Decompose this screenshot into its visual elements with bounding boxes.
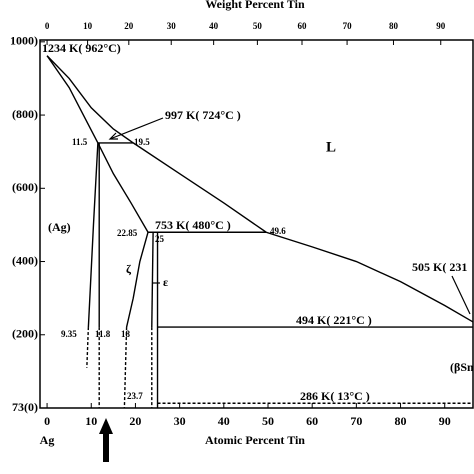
x2-tick-label: 0 (45, 21, 50, 31)
phase-boundary (46, 55, 474, 323)
x-tick-label: 30 (174, 414, 186, 428)
x-tick-label: 70 (350, 414, 362, 428)
annotation: 11.8 (95, 329, 111, 339)
annotation: 11.5 (72, 137, 88, 147)
y-tick-label: 73(0) (12, 400, 38, 414)
x2-tick-label: 30 (167, 21, 177, 31)
marker-arrow (99, 418, 113, 462)
phase-boundary (151, 232, 154, 328)
annotation: 9.35 (61, 329, 77, 339)
annotation: (Ag) (48, 220, 71, 234)
arrow-head (108, 132, 118, 140)
x2-tick-label: 60 (298, 21, 308, 31)
x2-tick-label: 90 (436, 21, 446, 31)
x2-tick-label: 50 (253, 21, 263, 31)
x2-tick-label: 40 (209, 21, 219, 31)
annotation: 22.85 (117, 228, 138, 238)
plot-frame (39, 39, 474, 409)
annotation: ε (163, 275, 168, 289)
phase-boundary (123, 327, 128, 409)
y-tick-label: (400) (12, 253, 38, 267)
x-axis-title: Atomic Percent Tin (205, 433, 305, 447)
x2-tick-label: 80 (389, 21, 399, 31)
annotation: ζ (126, 262, 132, 276)
annotation: 997 K( 724°C ) (165, 108, 241, 122)
x-tick-label: 80 (395, 414, 407, 428)
y-tick-label: 1000) (10, 34, 38, 48)
x-tick-label: 60 (306, 414, 318, 428)
annotation: 23.7 (127, 391, 143, 401)
y-tick-label: (200) (12, 327, 38, 341)
annotation: 18 (121, 329, 131, 339)
arrow (451, 275, 471, 315)
x-start-label: Ag (40, 433, 55, 447)
annotation: 49.6 (270, 226, 286, 236)
x-tick-label: 10 (85, 414, 97, 428)
top-axis-title: Weight Percent Tin (205, 0, 305, 11)
annotation: 1234 K( 962°C) (42, 41, 121, 55)
x2-tick-label: 70 (343, 21, 353, 31)
x2-tick-label: 20 (124, 21, 134, 31)
x2-tick-label: 10 (83, 21, 93, 31)
phase-boundary (97, 142, 149, 233)
y-tick-label: (600) (12, 180, 38, 194)
annotation: 505 K( 231 (412, 260, 467, 274)
annotation: 19.5 (134, 137, 150, 147)
phase-boundary (46, 55, 99, 144)
annotation: 753 K( 480°C ) (155, 218, 231, 232)
arrows (108, 117, 471, 315)
annotation: 494 K( 221°C ) (296, 313, 372, 327)
annotation: L (326, 139, 336, 155)
phase-boundary (125, 232, 149, 328)
phase-boundary (87, 142, 99, 328)
x-tick-label: 90 (439, 414, 451, 428)
phase-boundary (86, 327, 90, 368)
x-tick-label: 0 (44, 414, 50, 428)
annotation: (βSn (450, 360, 474, 374)
annotation: 25 (155, 234, 165, 244)
arrow (109, 117, 164, 140)
y-tick-label: (800) (12, 107, 38, 121)
x-tick-label: 50 (262, 414, 274, 428)
x-tick-label: 40 (218, 414, 230, 428)
annotation: 286 K( 13°C ) (300, 389, 370, 403)
x-tick-label: 20 (129, 414, 141, 428)
